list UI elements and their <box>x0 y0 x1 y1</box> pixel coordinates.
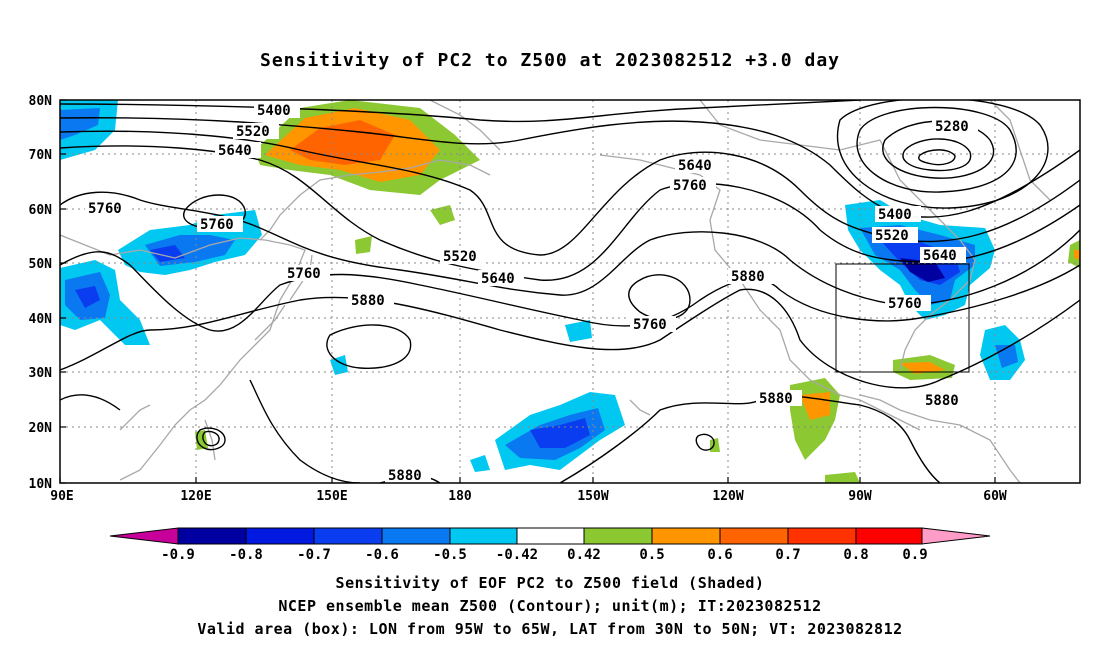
lat-label: 20N <box>29 421 53 436</box>
caption-contour: NCEP ensemble mean Z500 (Contour); unit(… <box>278 597 822 615</box>
colorbar-label: -0.42 <box>496 547 538 563</box>
lon-label: 180 <box>448 489 472 504</box>
colorbar-cell <box>449 527 518 545</box>
contour-label: 5280 <box>935 119 969 135</box>
sensitivity-shading <box>60 100 1080 483</box>
colorbar <box>109 527 991 545</box>
contour-label: 5520 <box>875 228 909 244</box>
colorbar-label: 0.9 <box>902 547 927 563</box>
contour-label: 5760 <box>88 201 122 217</box>
colorbar-cell <box>787 527 857 545</box>
colorbar-cell <box>651 527 721 545</box>
lon-label: 60W <box>983 489 1007 504</box>
contour-label: 5520 <box>443 249 477 265</box>
contour-label: 5760 <box>200 217 234 233</box>
colorbar-label: -0.7 <box>297 547 331 563</box>
contour-label: 5760 <box>287 266 321 282</box>
contour-label: 5400 <box>878 207 912 223</box>
lon-labels: 90E 120E 150E 180 150W 120W 90W 60W <box>50 489 1007 504</box>
colorbar-cell <box>177 527 247 545</box>
colorbar-label: -0.8 <box>229 547 263 563</box>
contour-label: 5640 <box>481 271 515 287</box>
contour-label: 5880 <box>731 269 765 285</box>
lon-label: 120W <box>712 489 743 504</box>
lat-label: 40N <box>29 312 53 327</box>
contour-label: 5760 <box>888 296 922 312</box>
colorbar-label: -0.5 <box>433 547 467 563</box>
contour-labels: 5400 5520 5640 5760 5760 5760 5880 5520 … <box>85 102 978 484</box>
lon-label: 150W <box>577 489 608 504</box>
colorbar-cell <box>313 527 383 545</box>
contour-label: 5640 <box>218 143 252 159</box>
contour-label: 5880 <box>759 391 793 407</box>
contour-label: 5880 <box>925 393 959 409</box>
colorbar-cell <box>719 527 789 545</box>
colorbar-label: 0.7 <box>775 547 800 563</box>
contour-label: 5520 <box>236 124 270 140</box>
contour-label: 5760 <box>633 317 667 333</box>
lat-labels: 80N 70N 60N 50N 40N 30N 20N 10N <box>29 94 53 492</box>
colorbar-label: -0.6 <box>365 547 399 563</box>
colorbar-label: 0.5 <box>639 547 664 563</box>
colorbar-cell <box>245 527 315 545</box>
caption-valid-area: Valid area (box): LON from 95W to 65W, L… <box>197 620 903 638</box>
valid-area-box <box>835 263 970 373</box>
map-frame <box>59 99 1081 484</box>
lon-label: 90W <box>848 489 872 504</box>
contour-label: 5640 <box>678 158 712 174</box>
lat-lon-grid <box>60 100 1080 483</box>
contour-label: 5640 <box>923 248 957 264</box>
caption-shaded: Sensitivity of EOF PC2 to Z500 field (Sh… <box>335 574 765 592</box>
lon-label: 150E <box>316 489 347 504</box>
colorbar-label: 0.8 <box>843 547 868 563</box>
lon-label: 90E <box>50 489 73 504</box>
contour-label: 5400 <box>257 103 291 119</box>
colorbar-cell <box>516 527 585 545</box>
colorbar-cell <box>921 527 991 545</box>
lat-label: 50N <box>29 257 53 272</box>
colorbar-labels: -0.9 -0.8 -0.7 -0.6 -0.5 -0.42 0.42 0.5 … <box>161 547 928 563</box>
figure-title: Sensitivity of PC2 to Z500 at 2023082512… <box>259 50 840 71</box>
colorbar-label: 0.42 <box>567 547 601 563</box>
lat-label: 60N <box>29 203 53 218</box>
colorbar-label: -0.9 <box>161 547 195 563</box>
colorbar-cell <box>583 527 653 545</box>
lat-label: 80N <box>29 94 53 109</box>
colorbar-cell <box>381 527 451 545</box>
colorbar-cell <box>109 527 179 545</box>
contour-label: 5880 <box>388 468 422 484</box>
axis-ticks <box>59 99 996 484</box>
contour-label: 5880 <box>351 293 385 309</box>
lat-label: 30N <box>29 366 53 381</box>
contour-label: 5760 <box>673 178 707 194</box>
colorbar-label: 0.6 <box>707 547 732 563</box>
colorbar-cell <box>855 527 923 545</box>
lat-label: 70N <box>29 148 53 163</box>
coastlines <box>60 100 1051 483</box>
lat-label: 10N <box>29 477 53 492</box>
lon-label: 120E <box>180 489 211 504</box>
